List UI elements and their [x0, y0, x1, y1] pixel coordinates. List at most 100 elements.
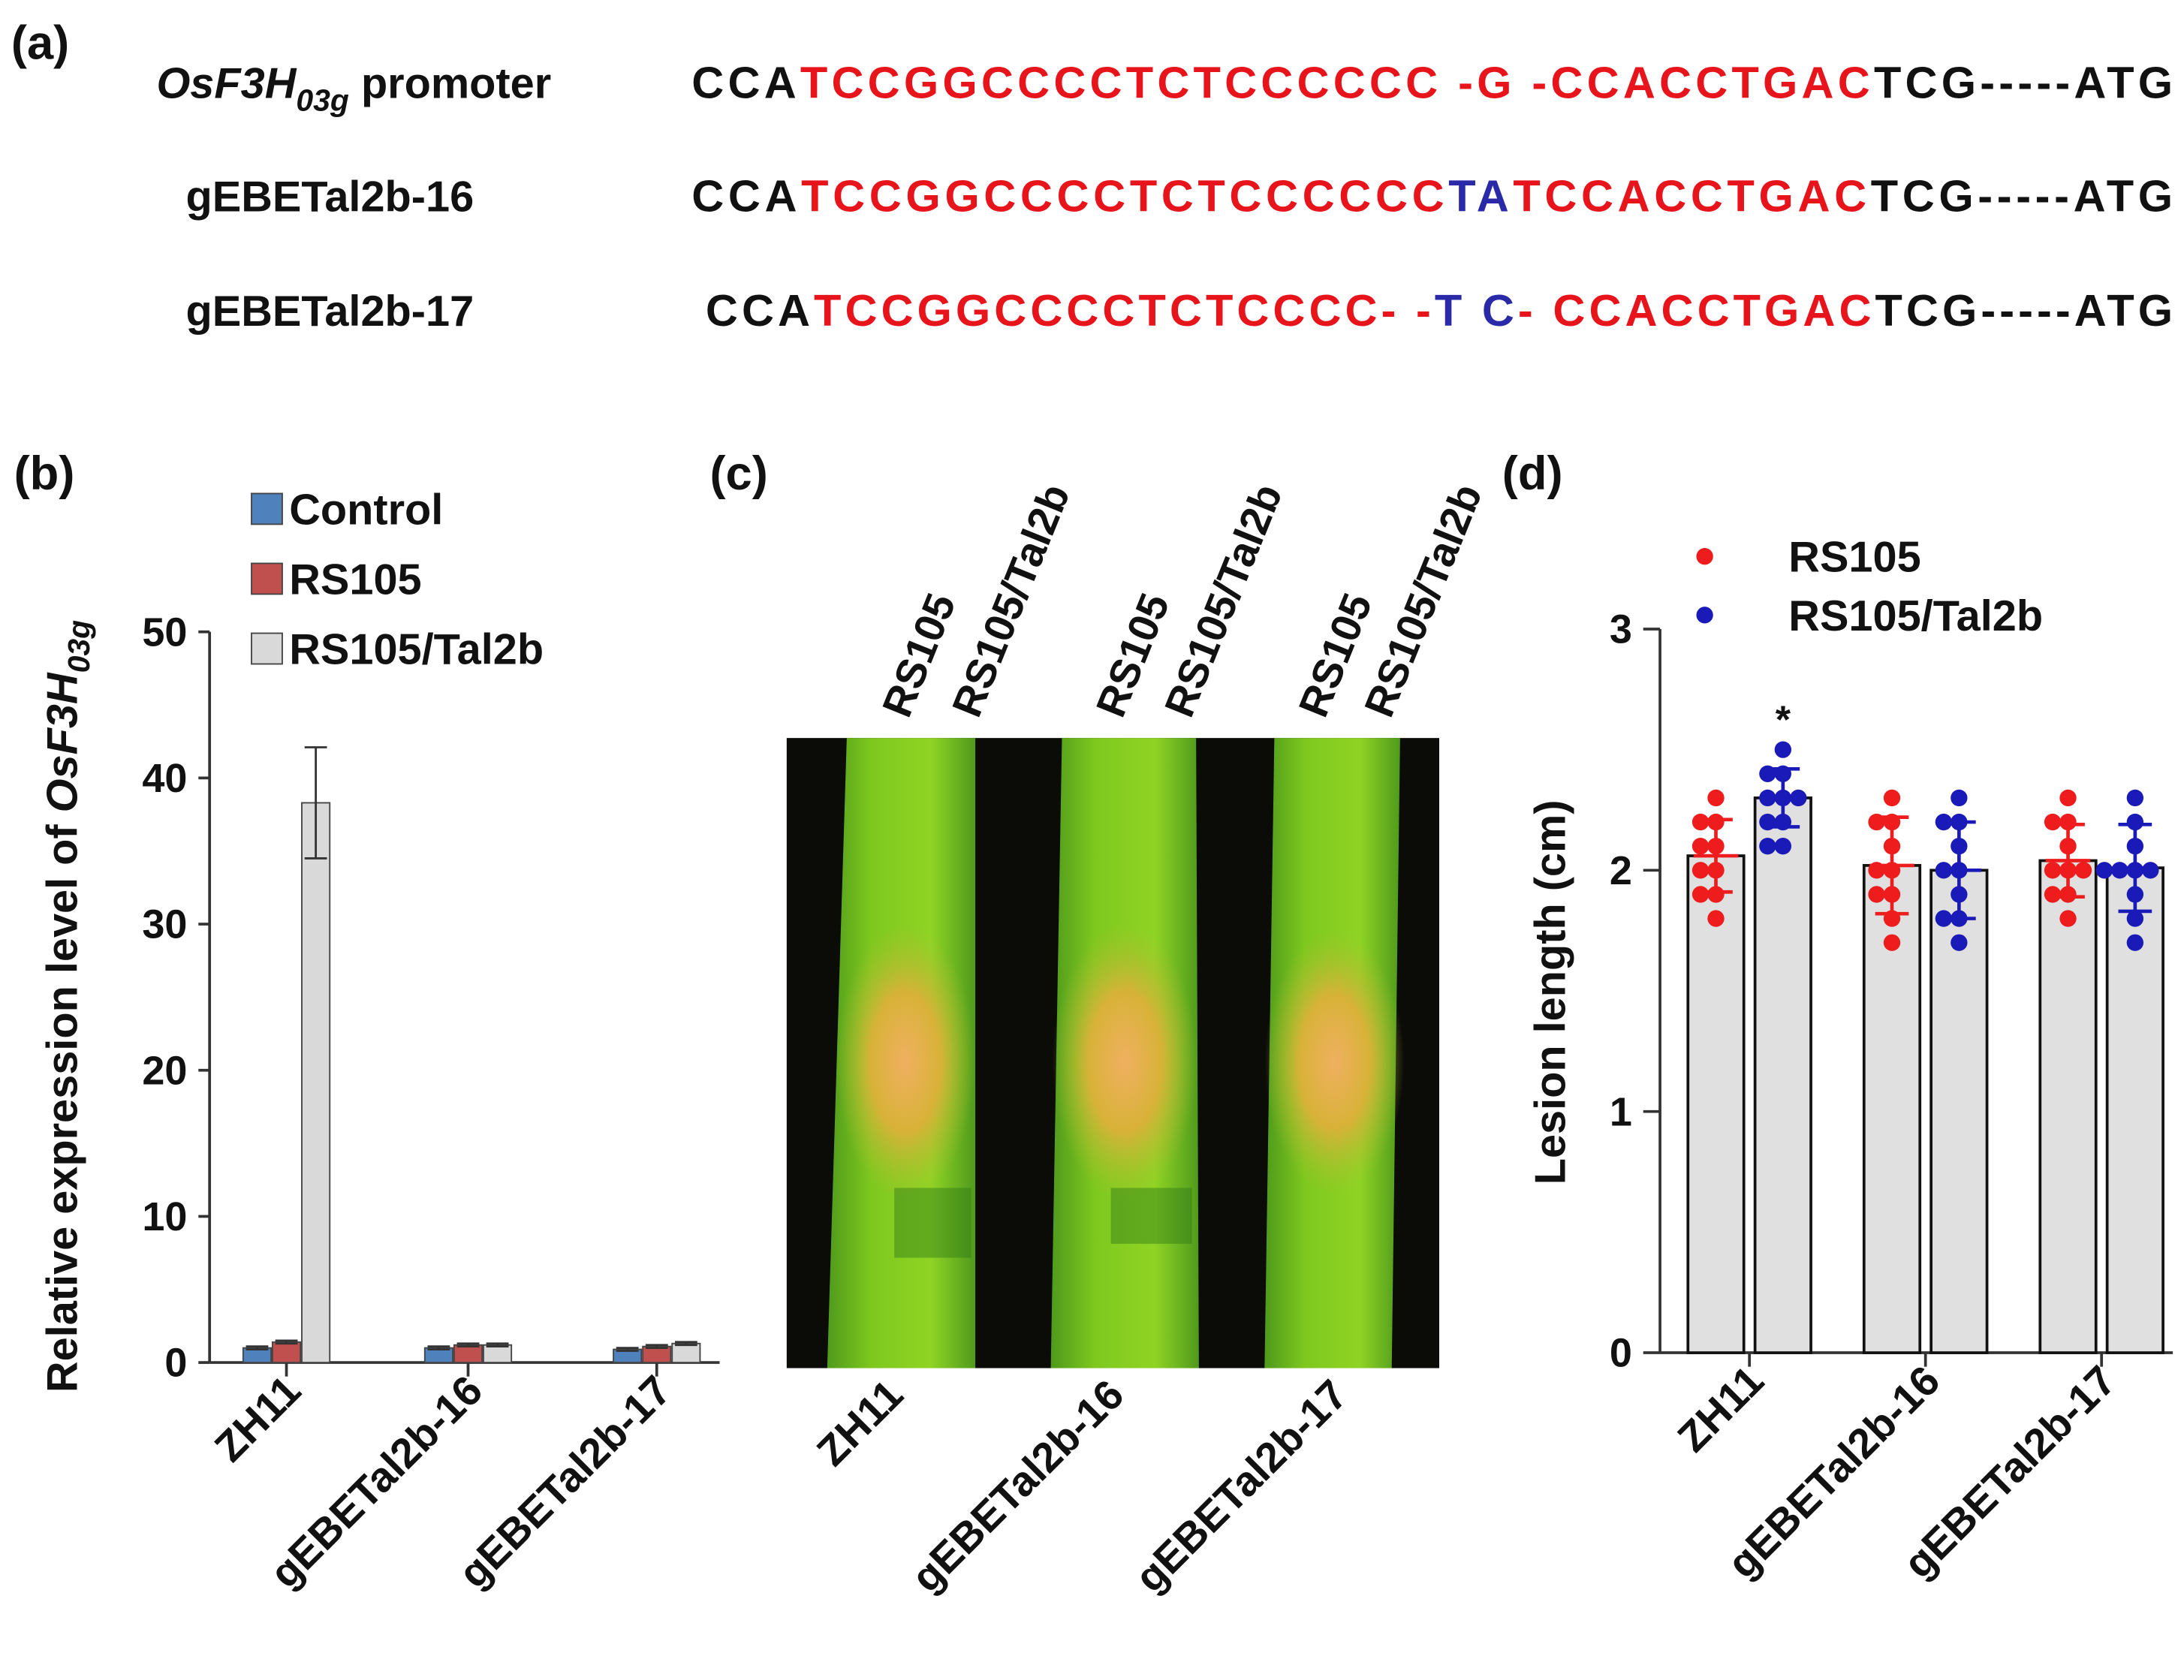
- chart: 0123ZH11gEBETal2b-16gEBETal2b-17(d)Lesio…: [1502, 447, 2173, 1587]
- panel-label: (d): [1502, 447, 1563, 500]
- leaf-shade: [894, 1188, 972, 1258]
- sequences: CCA TCCGGCCCCTCTCCCCCC -G -CCACCTGAC TCG--…: [691, 58, 2173, 336]
- data-point: [2059, 813, 2077, 831]
- panel-label: (b): [14, 447, 75, 500]
- bar: [483, 1344, 513, 1364]
- data-point: [1774, 741, 1792, 758]
- row-name: gEBETal2b-17: [186, 288, 474, 336]
- gene-subscript: 03g: [296, 83, 349, 117]
- column-label: RS105/Tal2b: [1355, 477, 1491, 724]
- sequence-segment: CCA: [706, 285, 810, 336]
- y-tick-label: 20: [142, 1048, 187, 1093]
- data-point: [1691, 813, 1710, 831]
- error-bar: [616, 1347, 639, 1352]
- data-point: [2126, 934, 2144, 951]
- row-name-part: gEBETal2b-16: [186, 173, 474, 221]
- data-point: [1868, 886, 1885, 903]
- column-label: RS105/Tal2b: [1155, 477, 1291, 724]
- bar: [2038, 859, 2098, 1354]
- y-label-subscript: 03g: [62, 620, 96, 673]
- sequence-segment: T C: [1435, 285, 1514, 336]
- data-point: [2059, 789, 2077, 807]
- y-axis-label: Relative expression level of OsF3H03g: [38, 620, 96, 1392]
- sequence: CCA TCCGGCCCCTCTCCCCCC -G -CCACCTGAC TCG--…: [691, 58, 2173, 108]
- error-bar: [246, 1345, 269, 1350]
- bar: [1753, 796, 1812, 1354]
- data-point: [1691, 886, 1710, 903]
- sequence: CCA TCCGGCCCCTCTCCCC- -T C- CCACCTGAC TCG-…: [706, 285, 2173, 336]
- data-point: [2126, 813, 2144, 831]
- legend-marker: [1696, 607, 1713, 624]
- data-point: [2059, 910, 2077, 927]
- data-point: [1951, 934, 1968, 951]
- sequence-segment: TCCACCTGAC: [1513, 170, 1866, 221]
- data-point: [1774, 838, 1792, 855]
- leaf-shade: [1110, 1188, 1192, 1244]
- legend-label: RS105/Tal2b: [289, 625, 544, 673]
- sequence-segment: TA: [1448, 170, 1509, 221]
- y-tick-label: 40: [142, 756, 187, 801]
- leaf-photo: [786, 738, 1439, 1368]
- y-tick-label: 2: [1610, 848, 1632, 893]
- sequence-segment: - CCACCTGAC: [1518, 285, 1872, 336]
- row-name: OsF3H03g promoter: [156, 60, 551, 118]
- data-point: [1707, 910, 1725, 927]
- error-bar: [645, 1344, 668, 1350]
- bar: [271, 1341, 302, 1364]
- lesion: [835, 922, 976, 1203]
- legend-swatch: [251, 632, 283, 665]
- data-point: [1707, 789, 1725, 807]
- sequence-segment: CCA: [691, 58, 796, 108]
- error-bar: [304, 746, 327, 860]
- y-tick-label: 0: [1610, 1331, 1632, 1376]
- column-label: RS105/Tal2b: [943, 477, 1079, 724]
- panel-label: (a): [11, 17, 69, 70]
- legend-swatch: [251, 562, 283, 595]
- legend-label: Control: [289, 486, 443, 534]
- y-label-text: Relative expression level of: [38, 812, 86, 1392]
- data-point: [1883, 934, 1901, 951]
- y-tick-label: 1: [1610, 1089, 1632, 1134]
- y-tick-label: 0: [164, 1341, 187, 1386]
- line-label: gEBETal2b-17: [1125, 1371, 1356, 1601]
- y-tick-label: 3: [1610, 607, 1632, 652]
- sequence-segment: TCG-----ATG: [1874, 58, 2173, 108]
- sequence-segment: TCCGGCCCCTCTCCCCCC -G -CCACCTGAC: [800, 58, 1870, 108]
- y-tick-label: 30: [142, 902, 187, 947]
- row-name-part: gEBETal2b-17: [186, 288, 474, 336]
- bar: [453, 1344, 483, 1364]
- data-point: [1759, 838, 1776, 855]
- data-point: [1707, 886, 1725, 903]
- sequence-segment: TCCGGCCCCTCTCCCC- -: [814, 285, 1431, 336]
- data-point: [1691, 838, 1710, 855]
- y-tick-label: 10: [142, 1194, 187, 1239]
- data-point: [2095, 862, 2113, 879]
- sequence-segment: TCCGGCCCCTCTCCCCCC: [801, 170, 1444, 221]
- row-name: gEBETal2b-16: [186, 173, 474, 221]
- legend-marker: [1696, 548, 1713, 565]
- error-bar: [275, 1339, 298, 1345]
- y-label-gene: OsF3H: [38, 672, 86, 812]
- sequence-segment: TCG-----ATG: [1875, 285, 2173, 336]
- line-label: gEBETal2b-16: [902, 1371, 1133, 1601]
- data-point: [2074, 862, 2092, 879]
- legend-label: RS105: [1788, 534, 1920, 582]
- y-axis-label: Lesion length (cm): [1527, 799, 1575, 1185]
- line-label: ZH11: [808, 1371, 912, 1475]
- data-point: [2044, 862, 2062, 879]
- data-point: [2142, 862, 2159, 879]
- error-bar: [486, 1342, 509, 1348]
- panel-label: (c): [709, 447, 767, 500]
- gene-name: OsF3H: [156, 60, 297, 108]
- row-name-suffix: promoter: [349, 60, 551, 108]
- bar: [1686, 854, 1746, 1354]
- data-point: [2044, 886, 2062, 903]
- sequence: CCA TCCGGCCCCTCTCCCCCC TA TCCACCTGAC TCG----…: [691, 170, 2173, 221]
- lesion: [1264, 929, 1405, 1195]
- legend-label: RS105: [289, 555, 421, 604]
- data-point: [1951, 789, 1968, 807]
- data-point: [1883, 789, 1901, 807]
- data-point: [2126, 910, 2144, 927]
- x-tick-label: ZH11: [1668, 1356, 1773, 1461]
